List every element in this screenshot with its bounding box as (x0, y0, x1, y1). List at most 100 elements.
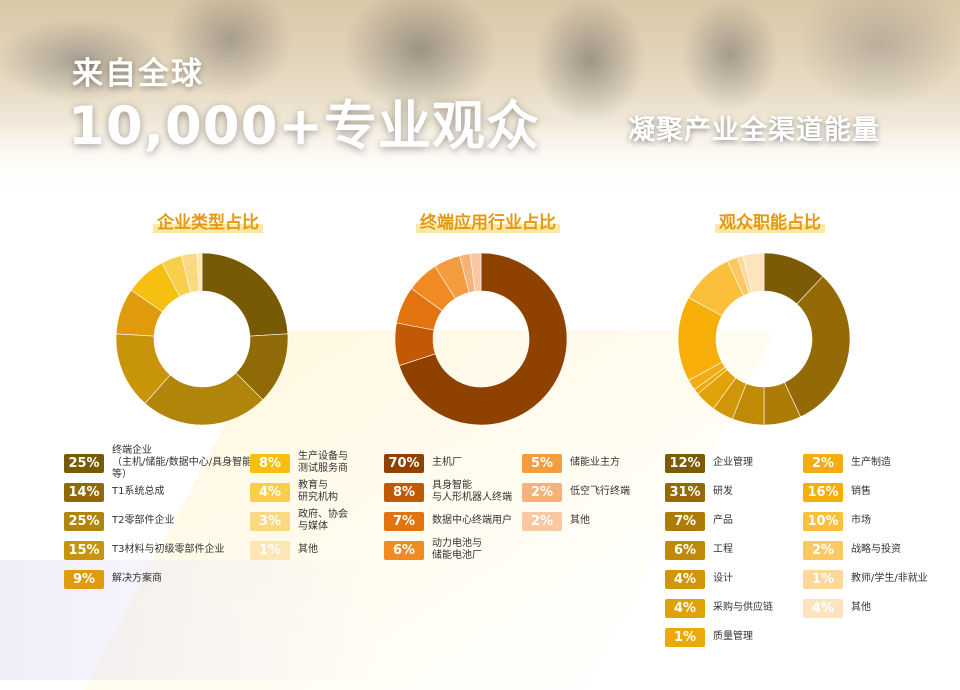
legend-item: 9% 解决方案商 (64, 568, 262, 590)
legend-label: 设计 (713, 573, 733, 584)
legend-label: 具身智能 与人形机器人终端 (432, 480, 512, 503)
legend-label: T2零部件企业 (112, 515, 175, 526)
legend-percent-badge: 7% (384, 511, 424, 531)
chart-title-function: 观众职能占比 (662, 208, 878, 233)
legend-label: 工程 (713, 544, 733, 555)
legend-percent-badge: 7% (665, 511, 705, 531)
legend-percent-badge: 1% (803, 569, 843, 589)
hero-banner (0, 0, 960, 200)
legend-item: 4% 采购与供应链 (665, 597, 863, 619)
legend-item: 14% T1系统总成 (64, 481, 262, 503)
legend-item: 8% 具身智能 与人形机器人终端 (384, 480, 582, 503)
legend-label: 解决方案商 (112, 573, 162, 584)
legend-percent-badge: 70% (384, 453, 424, 473)
legend-percent-badge: 25% (64, 511, 104, 531)
legend-percent-badge: 25% (64, 453, 104, 473)
legend-percent-badge: 2% (522, 511, 562, 531)
legend-item: 1% 质量管理 (665, 626, 863, 648)
legend-item: 2% 低空飞行终端 (522, 481, 720, 503)
legend-percent-badge: 14% (64, 482, 104, 502)
legend-percent-badge: 6% (665, 540, 705, 560)
legend-item: 3% 政府、协会 与媒体 (250, 509, 448, 532)
hero-subtitle: 来自全球 (72, 56, 204, 92)
legend-label: 销售 (851, 486, 871, 497)
legend-percent-badge: 12% (665, 453, 705, 473)
legend-label: 低空飞行终端 (570, 486, 630, 497)
legend-label: 主机厂 (432, 457, 462, 468)
legend-item: 8% 生产设备与 测试服务商 (250, 451, 448, 474)
legend-percent-badge: 4% (803, 598, 843, 618)
legend-item: 25% 终端企业 （主机/储能/数据中心/具身智能等） (64, 445, 262, 480)
legend-label: 其他 (298, 544, 318, 555)
legend-item: 10% 市场 (803, 510, 960, 532)
legend-label: 终端企业 （主机/储能/数据中心/具身智能等） (112, 445, 253, 480)
legend-percent-badge: 6% (384, 540, 424, 560)
donut-chart-function (677, 252, 851, 426)
legend-item: 7% 数据中心终端用户 (384, 510, 582, 532)
legend-label: 市场 (851, 515, 871, 526)
legend-percent-badge: 8% (250, 453, 290, 473)
legend-label: 企业管理 (713, 457, 753, 468)
donut-chart-industry (394, 252, 568, 426)
legend-label: 教育与 研究机构 (298, 480, 338, 503)
legend-item: 12% 企业管理 (665, 452, 863, 474)
legend-label: 其他 (570, 515, 590, 526)
donut-slice-1-6 (469, 252, 482, 292)
legend-percent-badge: 8% (384, 482, 424, 502)
legend-label: 产品 (713, 515, 733, 526)
legend-label: 生产设备与 测试服务商 (298, 451, 348, 474)
legend-item: 4% 教育与 研究机构 (250, 480, 448, 503)
legend-item: 4% 其他 (803, 597, 960, 619)
legend-label: 其他 (851, 602, 871, 613)
legend-item: 6% 工程 (665, 539, 863, 561)
legend-item: 16% 销售 (803, 481, 960, 503)
legend-percent-badge: 15% (64, 540, 104, 560)
legend-percent-badge: 3% (250, 511, 290, 531)
legend-item: 2% 生产制造 (803, 452, 960, 474)
legend-percent-badge: 9% (64, 569, 104, 589)
legend-item: 7% 产品 (665, 510, 863, 532)
legend-label: 质量管理 (713, 631, 753, 642)
legend-item: 5% 储能业主方 (522, 452, 720, 474)
legend-label: 采购与供应链 (713, 602, 773, 613)
legend-item: 4% 设计 (665, 568, 863, 590)
hero-headline: 10,000+专业观众 (68, 96, 540, 157)
legend-item: 25% T2零部件企业 (64, 510, 262, 532)
legend-label: 动力电池与 储能电池厂 (432, 538, 482, 561)
legend-percent-badge: 10% (803, 511, 843, 531)
legend-item: 15% T3材料与初级零部件企业 (64, 539, 262, 561)
legend-item: 2% 其他 (522, 510, 720, 532)
legend-percent-badge: 4% (665, 569, 705, 589)
legend-label: T1系统总成 (112, 486, 165, 497)
legend-label: 研发 (713, 486, 733, 497)
donut-slice-0-8 (196, 252, 203, 292)
legend-item: 6% 动力电池与 储能电池厂 (384, 538, 582, 561)
donut-chart-company-type (115, 252, 289, 426)
hero-slogan: 凝聚产业全渠道能量 (628, 115, 880, 146)
legend-percent-badge: 4% (250, 482, 290, 502)
legend-label: 政府、协会 与媒体 (298, 509, 348, 532)
chart-title-industry: 终端应用行业占比 (380, 208, 596, 233)
legend-item: 31% 研发 (665, 481, 863, 503)
legend-percent-badge: 2% (803, 540, 843, 560)
chart-title-company-type: 企业类型占比 (100, 208, 316, 233)
legend-item: 1% 教师/学生/非就业 (803, 568, 960, 590)
donut-slice-1-0 (398, 252, 568, 426)
legend-label: 教师/学生/非就业 (851, 573, 928, 584)
legend-percent-badge: 4% (665, 598, 705, 618)
legend-percent-badge: 2% (803, 453, 843, 473)
legend-percent-badge: 31% (665, 482, 705, 502)
legend-item: 70% 主机厂 (384, 452, 582, 474)
legend-label: 数据中心终端用户 (432, 515, 512, 526)
legend-percent-badge: 5% (522, 453, 562, 473)
legend-item: 1% 其他 (250, 539, 448, 561)
legend-label: 战略与投资 (851, 544, 901, 555)
legend-percent-badge: 1% (250, 540, 290, 560)
legend-label: 储能业主方 (570, 457, 620, 468)
donut-slice-0-0 (201, 252, 289, 337)
legend-percent-badge: 1% (665, 627, 705, 647)
legend-label: 生产制造 (851, 457, 891, 468)
legend-percent-badge: 2% (522, 482, 562, 502)
legend-label: T3材料与初级零部件企业 (112, 544, 225, 555)
donut-slice-2-1 (784, 275, 851, 418)
